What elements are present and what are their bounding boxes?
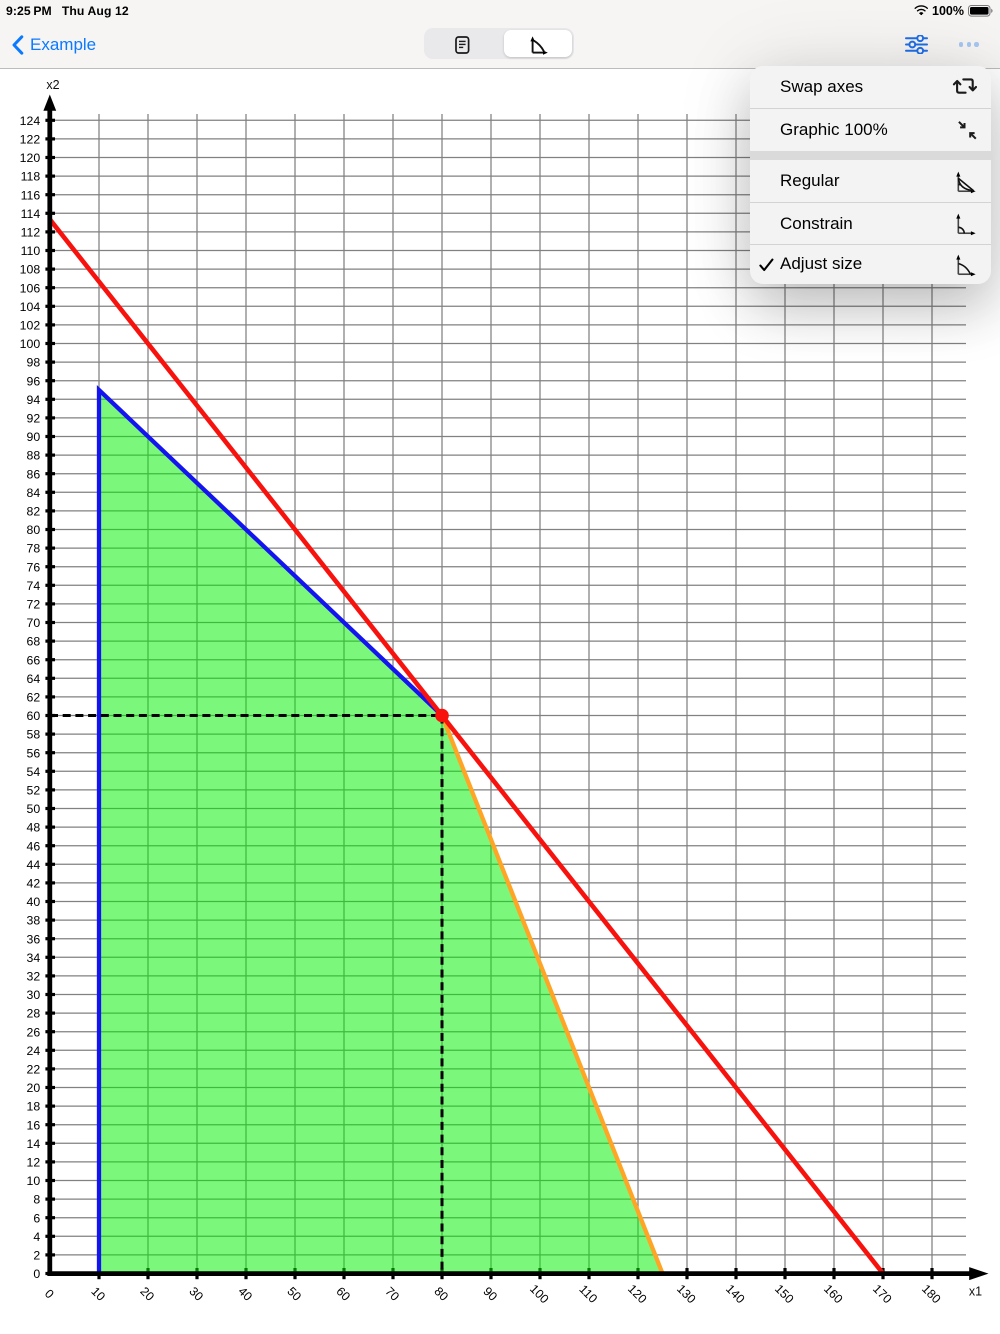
svg-text:150: 150	[772, 1282, 797, 1307]
svg-text:170: 170	[870, 1282, 895, 1307]
svg-text:x1: x1	[969, 1285, 982, 1299]
svg-text:70: 70	[382, 1284, 402, 1304]
svg-text:86: 86	[27, 467, 41, 481]
svg-text:88: 88	[27, 449, 41, 463]
svg-text:60: 60	[27, 709, 41, 723]
svg-text:44: 44	[27, 858, 41, 872]
svg-text:70: 70	[27, 616, 41, 630]
svg-text:16: 16	[27, 1118, 41, 1132]
svg-text:94: 94	[27, 393, 41, 407]
svg-text:42: 42	[27, 877, 41, 891]
svg-text:102: 102	[20, 319, 41, 333]
svg-text:90: 90	[27, 430, 41, 444]
svg-text:30: 30	[27, 988, 41, 1002]
svg-text:66: 66	[27, 653, 41, 667]
svg-text:80: 80	[27, 523, 41, 537]
svg-text:40: 40	[27, 895, 41, 909]
svg-text:82: 82	[27, 505, 41, 519]
svg-text:40: 40	[235, 1284, 255, 1304]
svg-text:6: 6	[33, 1211, 40, 1225]
svg-text:72: 72	[27, 598, 41, 612]
svg-text:114: 114	[21, 207, 41, 221]
svg-text:18: 18	[27, 1100, 41, 1114]
svg-text:120: 120	[625, 1282, 650, 1307]
svg-text:2: 2	[33, 1249, 40, 1263]
svg-text:124: 124	[20, 114, 41, 128]
svg-text:112: 112	[21, 226, 41, 240]
svg-text:50: 50	[27, 802, 41, 816]
svg-text:180: 180	[919, 1282, 944, 1307]
svg-text:0: 0	[42, 1287, 57, 1302]
svg-text:122: 122	[20, 133, 41, 147]
svg-text:x2: x2	[46, 78, 59, 92]
svg-text:32: 32	[27, 970, 41, 984]
svg-text:34: 34	[27, 951, 41, 965]
svg-text:12: 12	[27, 1156, 41, 1170]
svg-text:36: 36	[27, 932, 41, 946]
svg-text:38: 38	[27, 914, 41, 928]
svg-text:90: 90	[480, 1284, 500, 1304]
svg-text:62: 62	[27, 691, 41, 705]
svg-text:10: 10	[27, 1174, 41, 1188]
svg-text:100: 100	[527, 1282, 552, 1307]
svg-text:92: 92	[27, 412, 41, 426]
svg-text:104: 104	[20, 300, 41, 314]
svg-text:106: 106	[20, 281, 41, 295]
svg-text:98: 98	[27, 356, 41, 370]
svg-text:52: 52	[27, 784, 41, 798]
svg-text:68: 68	[27, 635, 41, 649]
svg-text:20: 20	[27, 1081, 41, 1095]
svg-text:30: 30	[186, 1284, 206, 1304]
svg-text:4: 4	[33, 1230, 40, 1244]
svg-text:8: 8	[33, 1193, 40, 1207]
svg-text:26: 26	[27, 1025, 41, 1039]
svg-text:116: 116	[21, 188, 41, 202]
svg-text:48: 48	[27, 821, 41, 835]
svg-text:140: 140	[723, 1282, 748, 1307]
svg-text:78: 78	[27, 542, 41, 556]
svg-text:46: 46	[27, 839, 41, 853]
svg-text:24: 24	[27, 1044, 41, 1058]
svg-text:130: 130	[674, 1282, 699, 1307]
svg-text:50: 50	[284, 1284, 304, 1304]
svg-text:108: 108	[20, 263, 41, 277]
svg-text:60: 60	[333, 1284, 353, 1304]
svg-text:120: 120	[20, 151, 41, 165]
svg-text:118: 118	[21, 170, 41, 184]
svg-text:54: 54	[27, 765, 41, 779]
svg-text:64: 64	[27, 672, 41, 686]
svg-text:58: 58	[27, 728, 41, 742]
svg-text:100: 100	[20, 337, 41, 351]
svg-text:80: 80	[431, 1284, 451, 1304]
svg-text:110: 110	[21, 244, 41, 258]
svg-text:22: 22	[27, 1063, 41, 1077]
svg-text:20: 20	[137, 1284, 157, 1304]
svg-text:110: 110	[576, 1282, 600, 1306]
svg-text:10: 10	[88, 1284, 108, 1304]
svg-text:76: 76	[27, 560, 41, 574]
svg-text:160: 160	[821, 1282, 846, 1307]
svg-text:14: 14	[27, 1137, 41, 1151]
svg-text:56: 56	[27, 746, 41, 760]
svg-text:84: 84	[27, 486, 41, 500]
svg-text:28: 28	[27, 1007, 41, 1021]
svg-text:96: 96	[27, 374, 41, 388]
svg-text:0: 0	[33, 1267, 40, 1281]
svg-text:74: 74	[27, 579, 41, 593]
